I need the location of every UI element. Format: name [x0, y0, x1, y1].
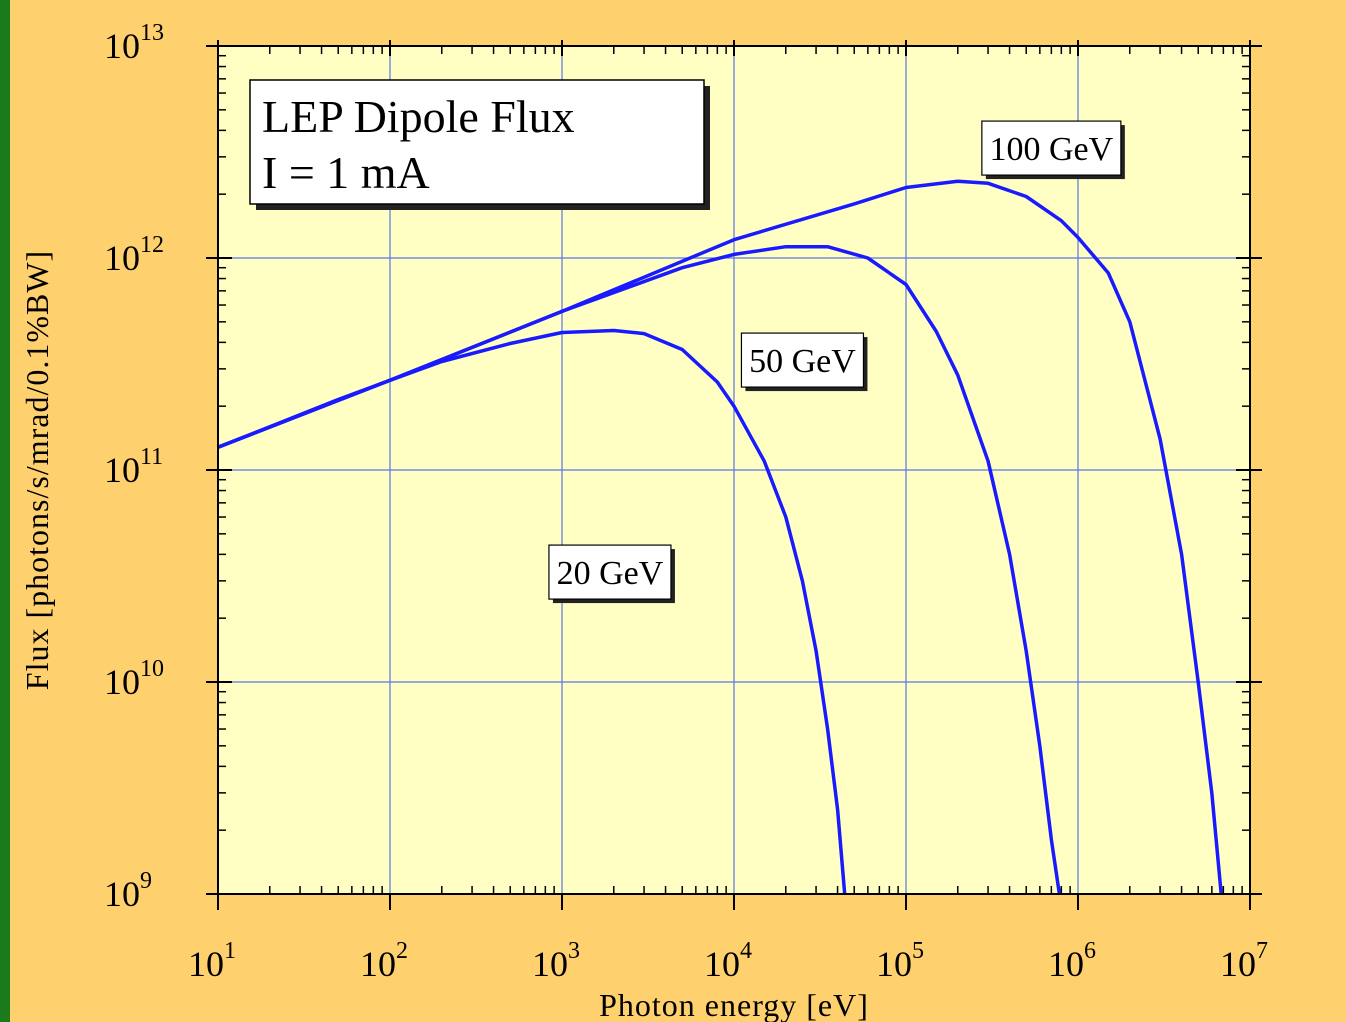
series-label-100-gev: 100 GeV: [981, 120, 1125, 180]
x-tick-label: 105: [876, 938, 924, 984]
y-tick-label: 1011: [104, 444, 163, 490]
y-axis-title: Flux [photons/s/mrad/0.1%BW]: [19, 250, 55, 690]
y-tick-label: 1013: [104, 20, 164, 66]
flux-chart: 101 102 103 104 105 106 107 109 1010 1011 1012 101…: [19, 20, 1268, 1022]
y-tick-label: 1010: [104, 656, 164, 702]
x-tick-label: 106: [1048, 938, 1096, 984]
series-label-text: 100 GeV: [990, 131, 1114, 168]
y-tick-label: 1012: [104, 232, 164, 278]
series-label-20-gev: 20 GeV: [548, 544, 675, 604]
x-tick-label: 101: [188, 938, 236, 984]
y-tick-labels: 109 1010 1011 1012 1013: [104, 20, 164, 914]
x-tick-label: 102: [360, 938, 408, 984]
x-axis-title: Photon energy [eV]: [599, 987, 869, 1022]
series-label-50-gev: 50 GeV: [740, 332, 868, 392]
y-tick-label: 109: [104, 868, 152, 914]
chart-stage: 101 102 103 104 105 106 107 109 1010 1011 1012 101…: [10, 0, 1346, 1022]
series-labels: 20 GeV 50 GeV 100 GeV: [548, 120, 1125, 604]
annotation-box: LEP Dipole Flux I = 1 mA: [249, 79, 710, 210]
annotation-line-1: LEP Dipole Flux: [262, 91, 575, 142]
series-line-100-gev: [217, 179, 1223, 895]
x-tick-label: 104: [704, 938, 752, 984]
annotation-line-2: I = 1 mA: [262, 147, 430, 198]
x-tick-label: 103: [532, 938, 580, 984]
x-tick-labels: 101 102 103 104 105 106 107: [188, 938, 1268, 984]
series-label-text: 50 GeV: [749, 343, 856, 380]
series-lines: [217, 179, 1223, 895]
series-label-text: 20 GeV: [557, 555, 664, 592]
series-line-50-gev: [217, 244, 1062, 895]
x-tick-label: 107: [1220, 938, 1268, 984]
plot-frame: [217, 45, 1251, 895]
